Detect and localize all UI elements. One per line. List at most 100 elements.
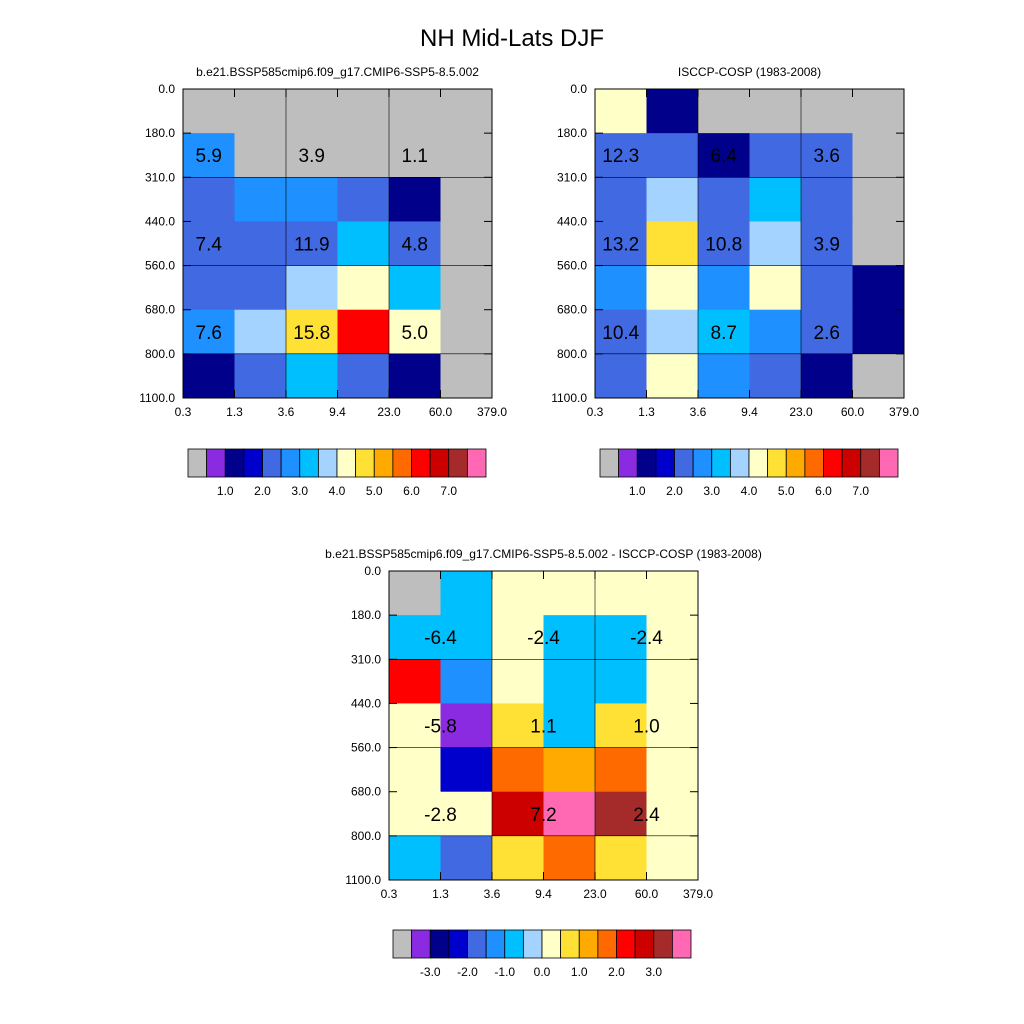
colorbar-label: 2.0 — [254, 484, 271, 498]
colorbar: 1.0 2.0 3.0 4.0 5.0 6.0 7.0 — [599, 448, 899, 498]
colorbar: 1.0 2.0 3.0 4.0 5.0 6.0 7.0 — [187, 448, 487, 498]
figure-title: NH Mid-Lats DJF — [420, 25, 604, 52]
heatmap-cell — [543, 747, 596, 793]
heatmap-cell — [698, 133, 750, 178]
x-tick-label: 3.6 — [278, 405, 295, 419]
heatmap-cell — [286, 353, 338, 399]
heatmap-cell — [234, 221, 287, 267]
cell-annotation: -6.4 — [424, 628, 457, 649]
heatmap-cell — [646, 703, 699, 749]
y-tick-label: 1100.0 — [551, 391, 587, 405]
heatmap-cell — [801, 309, 853, 355]
colorbar-label: 6.0 — [815, 484, 832, 498]
colorbar-label: 7.0 — [440, 484, 457, 498]
colorbar-swatch — [448, 929, 468, 959]
heatmap-cell — [337, 265, 390, 311]
panel-title: b.e21.BSSP585cmip6.f09_g17.CMIP6-SSP5-8.… — [196, 65, 479, 79]
heatmap-cell — [389, 265, 441, 311]
heatmap-cell — [440, 221, 493, 267]
heatmap-cell — [801, 221, 853, 267]
x-tick-label: 23.0 — [789, 405, 813, 419]
heatmap-cell — [183, 177, 235, 222]
heatmap-cell — [595, 659, 647, 704]
heatmap-cell — [234, 309, 287, 355]
colorbar-swatch — [448, 448, 468, 478]
colorbar-swatch — [336, 448, 357, 478]
x-tick-label: 9.4 — [329, 405, 346, 419]
heatmap-cell — [749, 133, 802, 178]
heatmap-cell — [595, 177, 647, 222]
colorbar-swatch — [262, 448, 282, 478]
colorbar-swatch — [317, 448, 338, 478]
cell-annotation: 5.0 — [402, 323, 428, 344]
x-tick-label: 0.3 — [175, 405, 192, 419]
x-tick-label: 60.0 — [841, 405, 865, 419]
heatmap-cell — [440, 615, 493, 660]
heatmap-cell — [492, 791, 544, 837]
heatmap-cell — [440, 89, 493, 134]
heatmap-cell — [183, 265, 235, 311]
cell-annotation: 2.4 — [633, 805, 660, 826]
x-tick-label: 379.0 — [477, 405, 507, 419]
heatmap-cell — [337, 177, 390, 222]
cell-annotation: 7.2 — [530, 805, 556, 826]
heatmap-cell — [183, 89, 235, 134]
x-tick-label: 60.0 — [635, 887, 659, 901]
colorbar-label: 2.0 — [608, 965, 625, 979]
heatmap-cell — [852, 177, 905, 222]
colorbar-label: -2.0 — [457, 965, 478, 979]
colorbar-label: 3.0 — [291, 484, 308, 498]
heatmap-cell — [234, 177, 287, 222]
y-tick-label: 800.0 — [351, 829, 381, 843]
heatmap-cell — [595, 309, 647, 355]
colorbar-swatch — [466, 448, 487, 478]
heatmap-cell — [440, 659, 493, 704]
heatmap-cell — [595, 703, 647, 749]
heatmap-cell — [801, 177, 853, 222]
heatmap-cell — [337, 353, 390, 399]
x-tick-label: 3.6 — [690, 405, 707, 419]
heatmap-cell — [389, 835, 441, 881]
heatmap-cell — [286, 221, 338, 267]
colorbar-swatch — [429, 448, 450, 478]
cell-annotation: 8.7 — [711, 323, 737, 344]
heatmap-cell — [389, 747, 441, 793]
heatmap-cell — [801, 265, 853, 311]
heatmap-cell — [698, 89, 750, 134]
colorbar-label: 1.0 — [217, 484, 234, 498]
x-tick-label: 1.3 — [226, 405, 243, 419]
colorbar-swatch — [392, 448, 412, 478]
heatmap-cell — [440, 791, 493, 837]
colorbar-swatch — [485, 929, 506, 959]
heatmap-cell — [749, 221, 802, 267]
heatmap-cell — [440, 309, 493, 355]
colorbar-swatch — [187, 448, 208, 478]
colorbar-swatch — [411, 929, 431, 959]
colorbar-swatch — [636, 448, 657, 478]
colorbar-swatch — [280, 448, 301, 478]
cell-annotation: -2.4 — [527, 628, 560, 649]
colorbar-swatch — [671, 929, 692, 959]
cell-annotation: 11.9 — [294, 235, 330, 256]
cell-annotation: 10.8 — [705, 235, 742, 256]
heatmap-cell — [440, 703, 493, 749]
heatmap-cell — [543, 835, 596, 881]
heatmap-panel-1: b.e21.BSSP585cmip6.f09_g17.CMIP6-SSP5-8.… — [139, 65, 507, 498]
heatmap-cell — [595, 265, 647, 311]
heatmap-cell — [595, 791, 647, 837]
colorbar-swatch — [522, 929, 543, 959]
colorbar-swatch — [355, 448, 375, 478]
y-tick-label: 310.0 — [145, 170, 175, 184]
heatmap-cell — [698, 265, 750, 311]
heatmap-cell — [234, 133, 287, 178]
heatmap-cell — [852, 265, 905, 311]
heatmap-cell — [698, 221, 750, 267]
cell-annotation: -2.8 — [424, 805, 457, 826]
heatmap-cell — [234, 89, 287, 134]
y-tick-label: 180.0 — [145, 126, 175, 140]
cell-annotation: 4.8 — [402, 235, 428, 256]
colorbar-label: -3.0 — [420, 965, 441, 979]
heatmap-cell — [646, 89, 699, 134]
y-tick-label: 1100.0 — [345, 873, 381, 887]
